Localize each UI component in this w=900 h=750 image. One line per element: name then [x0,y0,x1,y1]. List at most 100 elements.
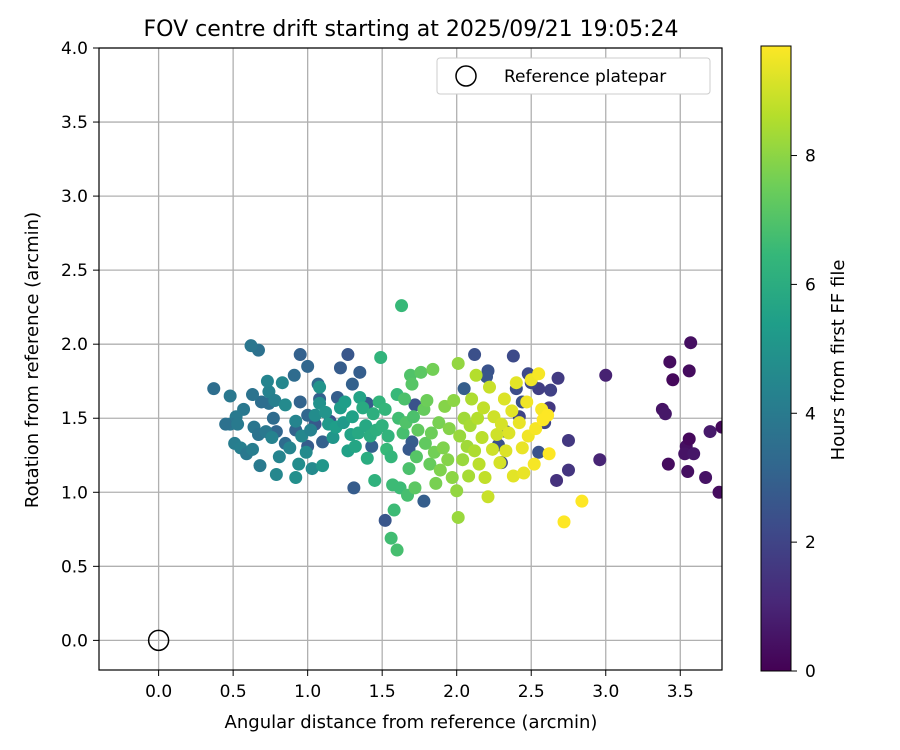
data-point [550,473,564,487]
data-point [289,470,303,484]
data-point [469,368,483,382]
data-point [289,414,303,428]
data-point [301,359,315,373]
data-point [666,373,680,387]
data-point [406,410,420,424]
data-point [472,457,486,471]
x-tick-label: 2.0 [443,682,470,702]
data-point [246,388,260,402]
data-point [275,376,289,390]
data-point [485,442,499,456]
data-point [453,429,467,443]
data-point [441,453,455,467]
data-point [544,383,558,397]
data-point [287,368,301,382]
data-point [411,423,425,437]
colorbar-tick-label: 6 [805,275,816,295]
colorbar-tick-label: 0 [805,662,816,682]
data-point [244,339,258,353]
colorbar-ticks: 0 2 4 6 8 [791,147,816,682]
data-point [445,470,459,484]
data-point [387,503,401,517]
data-point [414,365,428,379]
data-point [390,543,404,557]
data-point [272,450,286,464]
data-point [499,444,513,458]
data-point [465,392,479,406]
data-point [424,426,438,440]
data-point [682,364,696,378]
data-point [347,481,361,495]
data-point [478,470,492,484]
colorbar-tick-label: 4 [805,404,816,424]
data-point [266,411,280,425]
data-point [231,417,245,431]
data-point [512,416,526,430]
colorbar-tick-label: 8 [805,147,816,167]
data-point [313,380,327,394]
y-tick-label: 1.5 [61,409,88,429]
data-point [661,457,675,471]
data-point [699,470,713,484]
data-point [520,395,534,409]
data-point [299,445,313,459]
data-point [593,453,607,467]
data-point [447,393,461,407]
data-point [561,463,575,477]
data-point [365,439,379,453]
y-tick-label: 0.5 [61,557,88,577]
data-point [408,481,422,495]
legend-marker [455,65,477,87]
data-point [715,420,722,434]
data-point [442,422,456,436]
y-ticks: 0.0 0.5 1.0 1.5 2.0 2.5 3.0 3.5 4.0 [61,39,99,651]
data-point [658,407,672,421]
data-point [254,395,268,409]
data-point [423,457,437,471]
data-point [575,494,589,508]
data-point [269,468,283,482]
colorbar: 0 2 4 6 8 Hours from first FF file [760,45,849,682]
data-point [532,445,546,459]
data-point [268,393,282,407]
data-point [207,382,221,396]
data-point [360,451,374,465]
data-point [529,422,543,436]
data-point [338,395,352,409]
data-point [502,426,516,440]
data-point [246,442,260,456]
data-point [293,395,307,409]
x-tick-label: 3.5 [667,682,694,702]
data-point [345,377,359,391]
data-point [494,417,508,431]
data-point [398,392,412,406]
data-point [293,348,307,362]
data-point [450,484,464,498]
data-point [278,398,292,412]
y-tick-label: 2.5 [61,261,88,281]
data-point [599,368,613,382]
x-tick-label: 0.5 [220,682,247,702]
data-point [305,462,319,476]
data-point [374,351,388,365]
data-point [456,453,470,467]
data-point [395,299,409,313]
data-point [429,476,443,490]
data-point [462,469,476,483]
colorbar-label: Hours from first FF file [828,260,849,461]
data-point [506,469,520,483]
data-point [384,450,398,464]
reference-point-marker [147,629,170,652]
data-point [477,401,491,415]
data-point [497,392,511,406]
data-point [341,348,355,362]
data-point [348,439,362,453]
x-tick-label: 3.0 [592,682,619,702]
data-point [561,433,575,447]
data-point [684,336,698,350]
data-point [353,391,367,405]
legend-box [436,57,711,95]
data-point [433,463,447,477]
y-tick-label: 0.0 [61,631,88,651]
